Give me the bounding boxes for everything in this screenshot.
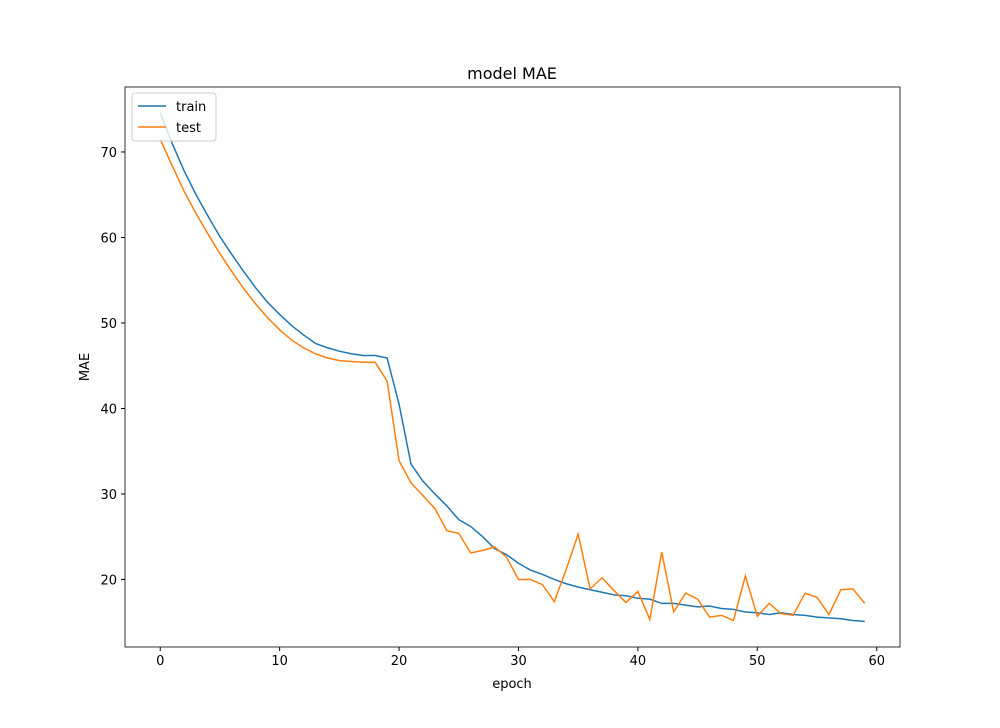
legend-box bbox=[131, 92, 217, 142]
x-tick-label: 20 bbox=[391, 654, 408, 669]
x-tick-label: 40 bbox=[630, 654, 647, 669]
plot-frame bbox=[124, 86, 901, 648]
x-tick-label: 50 bbox=[749, 654, 766, 669]
y-tick-label: 50 bbox=[100, 317, 117, 332]
legend-label: train bbox=[176, 100, 206, 115]
x-tick-label: 10 bbox=[271, 654, 288, 669]
line-series bbox=[159, 112, 865, 623]
line-series bbox=[159, 138, 866, 623]
x-tick-label: 30 bbox=[510, 654, 527, 669]
y-tick-label: 30 bbox=[100, 488, 117, 503]
y-tick-label: 40 bbox=[100, 402, 117, 417]
y-axis-label: MAE bbox=[78, 353, 93, 381]
legend-label: test bbox=[176, 121, 201, 136]
x-axis-label: epoch bbox=[492, 677, 532, 692]
x-tick-label: 60 bbox=[868, 654, 885, 669]
y-tick-label: 20 bbox=[100, 573, 117, 588]
chart-title: model MAE bbox=[467, 64, 557, 83]
y-tick-label: 60 bbox=[100, 231, 117, 246]
x-tick-label: 0 bbox=[156, 654, 164, 669]
y-tick-label: 70 bbox=[100, 146, 117, 161]
